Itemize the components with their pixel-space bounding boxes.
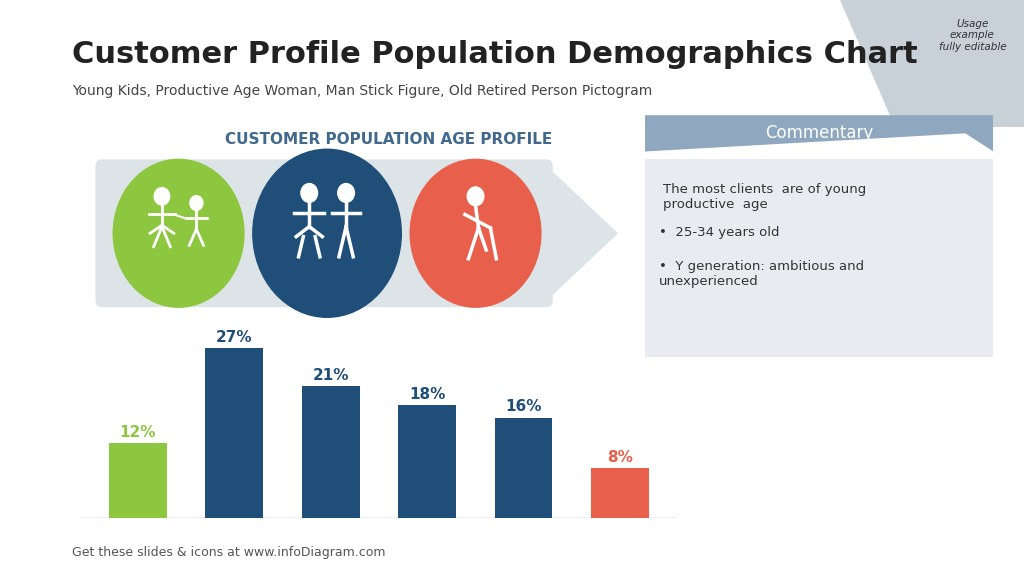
Text: 18%: 18%: [409, 387, 445, 402]
Text: Get these slides & icons at www.infoDiagram.com: Get these slides & icons at www.infoDiag…: [72, 545, 385, 559]
Text: Commentary: Commentary: [765, 124, 873, 142]
Polygon shape: [645, 115, 673, 151]
Bar: [398, 405, 456, 518]
Circle shape: [189, 196, 203, 210]
FancyBboxPatch shape: [645, 159, 993, 357]
Text: 8%: 8%: [607, 450, 633, 465]
Text: CUSTOMER POPULATION AGE PROFILE: CUSTOMER POPULATION AGE PROFILE: [225, 132, 553, 147]
Polygon shape: [645, 115, 993, 151]
Circle shape: [301, 184, 317, 202]
Text: The most clients  are of young
productive  age: The most clients are of young productive…: [663, 183, 865, 211]
Bar: [591, 468, 649, 518]
Text: Customer Profile Population Demographics Chart: Customer Profile Population Demographics…: [72, 40, 918, 69]
Text: 12%: 12%: [120, 425, 156, 439]
Text: 16%: 16%: [505, 399, 542, 415]
Text: 21%: 21%: [312, 368, 349, 383]
Bar: [206, 348, 263, 518]
Text: •  25-34 years old: • 25-34 years old: [659, 226, 779, 240]
Polygon shape: [547, 166, 618, 301]
Bar: [302, 386, 359, 518]
Circle shape: [155, 188, 170, 205]
Text: Usage
example
fully editable: Usage example fully editable: [939, 19, 1007, 52]
Circle shape: [253, 149, 401, 317]
Circle shape: [114, 160, 244, 307]
Bar: [109, 443, 167, 518]
FancyBboxPatch shape: [95, 160, 553, 307]
Polygon shape: [840, 0, 1024, 127]
Text: Young Kids, Productive Age Woman, Man Stick Figure, Old Retired Person Pictogram: Young Kids, Productive Age Woman, Man St…: [72, 84, 652, 97]
Circle shape: [467, 187, 484, 206]
Circle shape: [411, 160, 541, 307]
Bar: [495, 418, 552, 518]
Text: •  Y generation: ambitious and
unexperienced: • Y generation: ambitious and unexperien…: [659, 260, 864, 289]
Text: 27%: 27%: [216, 330, 253, 345]
Circle shape: [338, 184, 354, 202]
